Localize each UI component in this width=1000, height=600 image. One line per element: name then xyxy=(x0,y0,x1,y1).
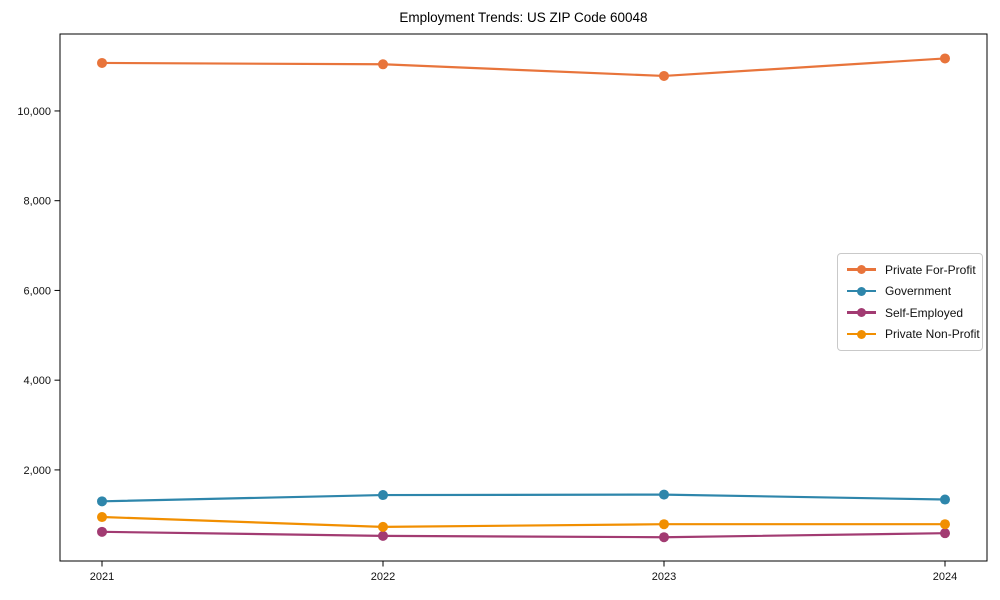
y-tick-label: 8,000 xyxy=(23,196,51,208)
series-line xyxy=(100,57,947,78)
y-tick-label: 2,000 xyxy=(23,465,51,477)
data-point-marker xyxy=(378,59,388,70)
legend: Private For-Profit Government Self-Emplo… xyxy=(837,253,983,351)
y-tick-label: 10,000 xyxy=(17,106,51,118)
data-point-marker xyxy=(97,496,107,507)
data-point-marker xyxy=(659,70,669,81)
y-tick-label: 4,000 xyxy=(23,375,51,387)
data-point-marker xyxy=(378,530,388,541)
x-tick-label: 2022 xyxy=(371,571,395,583)
x-tick-label: 2024 xyxy=(933,571,957,583)
data-point-marker xyxy=(940,519,950,530)
line-marker-icon xyxy=(847,286,876,296)
legend-item-self-employed: Self-Employed xyxy=(847,305,973,320)
x-tick-label: 2023 xyxy=(652,571,676,583)
data-point-marker xyxy=(940,528,950,539)
line-marker-icon xyxy=(847,329,876,339)
data-point-marker xyxy=(940,53,950,64)
y-tick-label: 6,000 xyxy=(23,285,51,297)
series-line xyxy=(100,515,947,528)
legend-label: Government xyxy=(885,284,952,298)
marker-dot-icon xyxy=(857,308,866,318)
chart-title: Employment Trends: US ZIP Code 60048 xyxy=(399,10,648,25)
data-point-marker xyxy=(940,494,950,505)
data-point-marker xyxy=(659,532,669,543)
plot-frame xyxy=(59,33,988,562)
series-line xyxy=(100,530,947,539)
line-marker-icon xyxy=(847,308,876,318)
marker-dot-icon xyxy=(857,286,866,296)
legend-item-private-for-profit: Private For-Profit xyxy=(847,262,976,277)
data-point-marker xyxy=(97,512,107,523)
legend-label: Self-Employed xyxy=(885,305,964,320)
legend-item-government: Government xyxy=(847,284,973,299)
legend-label: Private Non-Profit xyxy=(885,327,980,341)
data-point-marker xyxy=(378,490,388,501)
marker-dot-icon xyxy=(857,329,866,339)
data-point-marker xyxy=(659,489,669,500)
legend-label: Private For-Profit xyxy=(885,262,976,277)
data-point-marker xyxy=(97,57,107,68)
line-marker-icon xyxy=(847,265,876,275)
marker-dot-icon xyxy=(857,265,866,275)
series-line xyxy=(100,493,947,503)
data-point-marker xyxy=(378,521,388,532)
data-point-marker xyxy=(659,519,669,530)
legend-item-private-non-profit: Private Non-Profit xyxy=(847,327,980,342)
x-tick-label: 2021 xyxy=(90,571,114,583)
data-point-marker xyxy=(97,526,107,537)
